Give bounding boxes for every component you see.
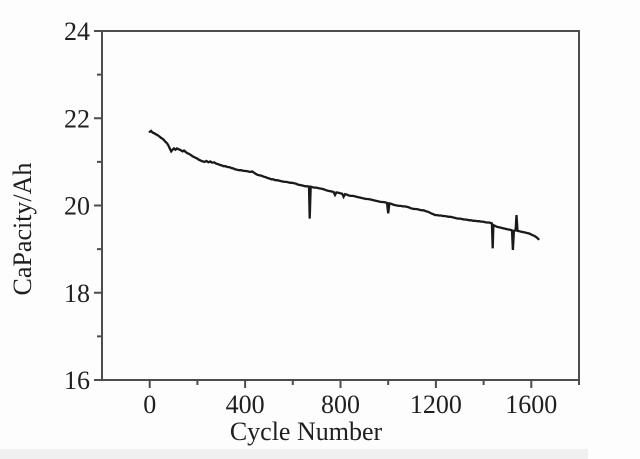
axes-spines <box>101 30 580 381</box>
scan-edge-strip <box>0 449 588 459</box>
x-tick-label: 400 <box>226 390 265 419</box>
capacity-series-line <box>148 129 540 251</box>
plot-frame <box>101 30 580 381</box>
y-axis-title: CaPacity/Ah <box>8 163 37 296</box>
x-tick-label: 1200 <box>410 390 462 419</box>
y-tick-label: 16 <box>64 366 90 395</box>
x-axis-title: Cycle Number <box>230 417 383 446</box>
capacity-curve <box>148 129 540 251</box>
x-tick-label: 0 <box>143 390 156 419</box>
axis-ticks <box>94 30 580 388</box>
y-tick-label: 18 <box>64 279 90 308</box>
y-tick-label: 20 <box>64 192 90 221</box>
axis-tick-labels: 0 400 800 1200 1600 16 18 20 22 24 <box>64 17 557 419</box>
x-tick-label: 800 <box>321 390 360 419</box>
y-tick-label: 24 <box>64 17 90 46</box>
x-tick-label: 1600 <box>505 390 557 419</box>
y-tick-label: 22 <box>64 104 90 133</box>
